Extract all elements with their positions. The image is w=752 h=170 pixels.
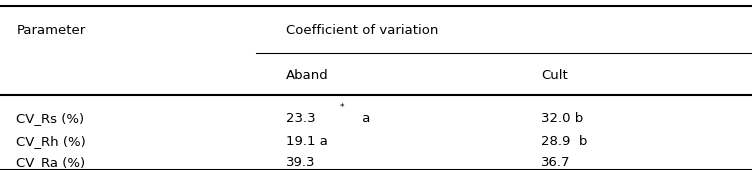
Text: 19.1 a: 19.1 a: [286, 135, 328, 148]
Text: CV_Ra (%): CV_Ra (%): [17, 156, 86, 169]
Text: *: *: [340, 103, 344, 112]
Text: CV_Rs (%): CV_Rs (%): [17, 112, 84, 125]
Text: Cult: Cult: [541, 69, 568, 82]
Text: Aband: Aband: [286, 69, 329, 82]
Text: 28.9  b: 28.9 b: [541, 135, 587, 148]
Text: Parameter: Parameter: [17, 24, 86, 37]
Text: 32.0 b: 32.0 b: [541, 112, 583, 125]
Text: CV_Rh (%): CV_Rh (%): [17, 135, 86, 148]
Text: a: a: [358, 112, 371, 125]
Text: 23.3: 23.3: [286, 112, 316, 125]
Text: 39.3: 39.3: [286, 156, 316, 169]
Text: Coefficient of variation: Coefficient of variation: [286, 24, 438, 37]
Text: 36.7: 36.7: [541, 156, 570, 169]
